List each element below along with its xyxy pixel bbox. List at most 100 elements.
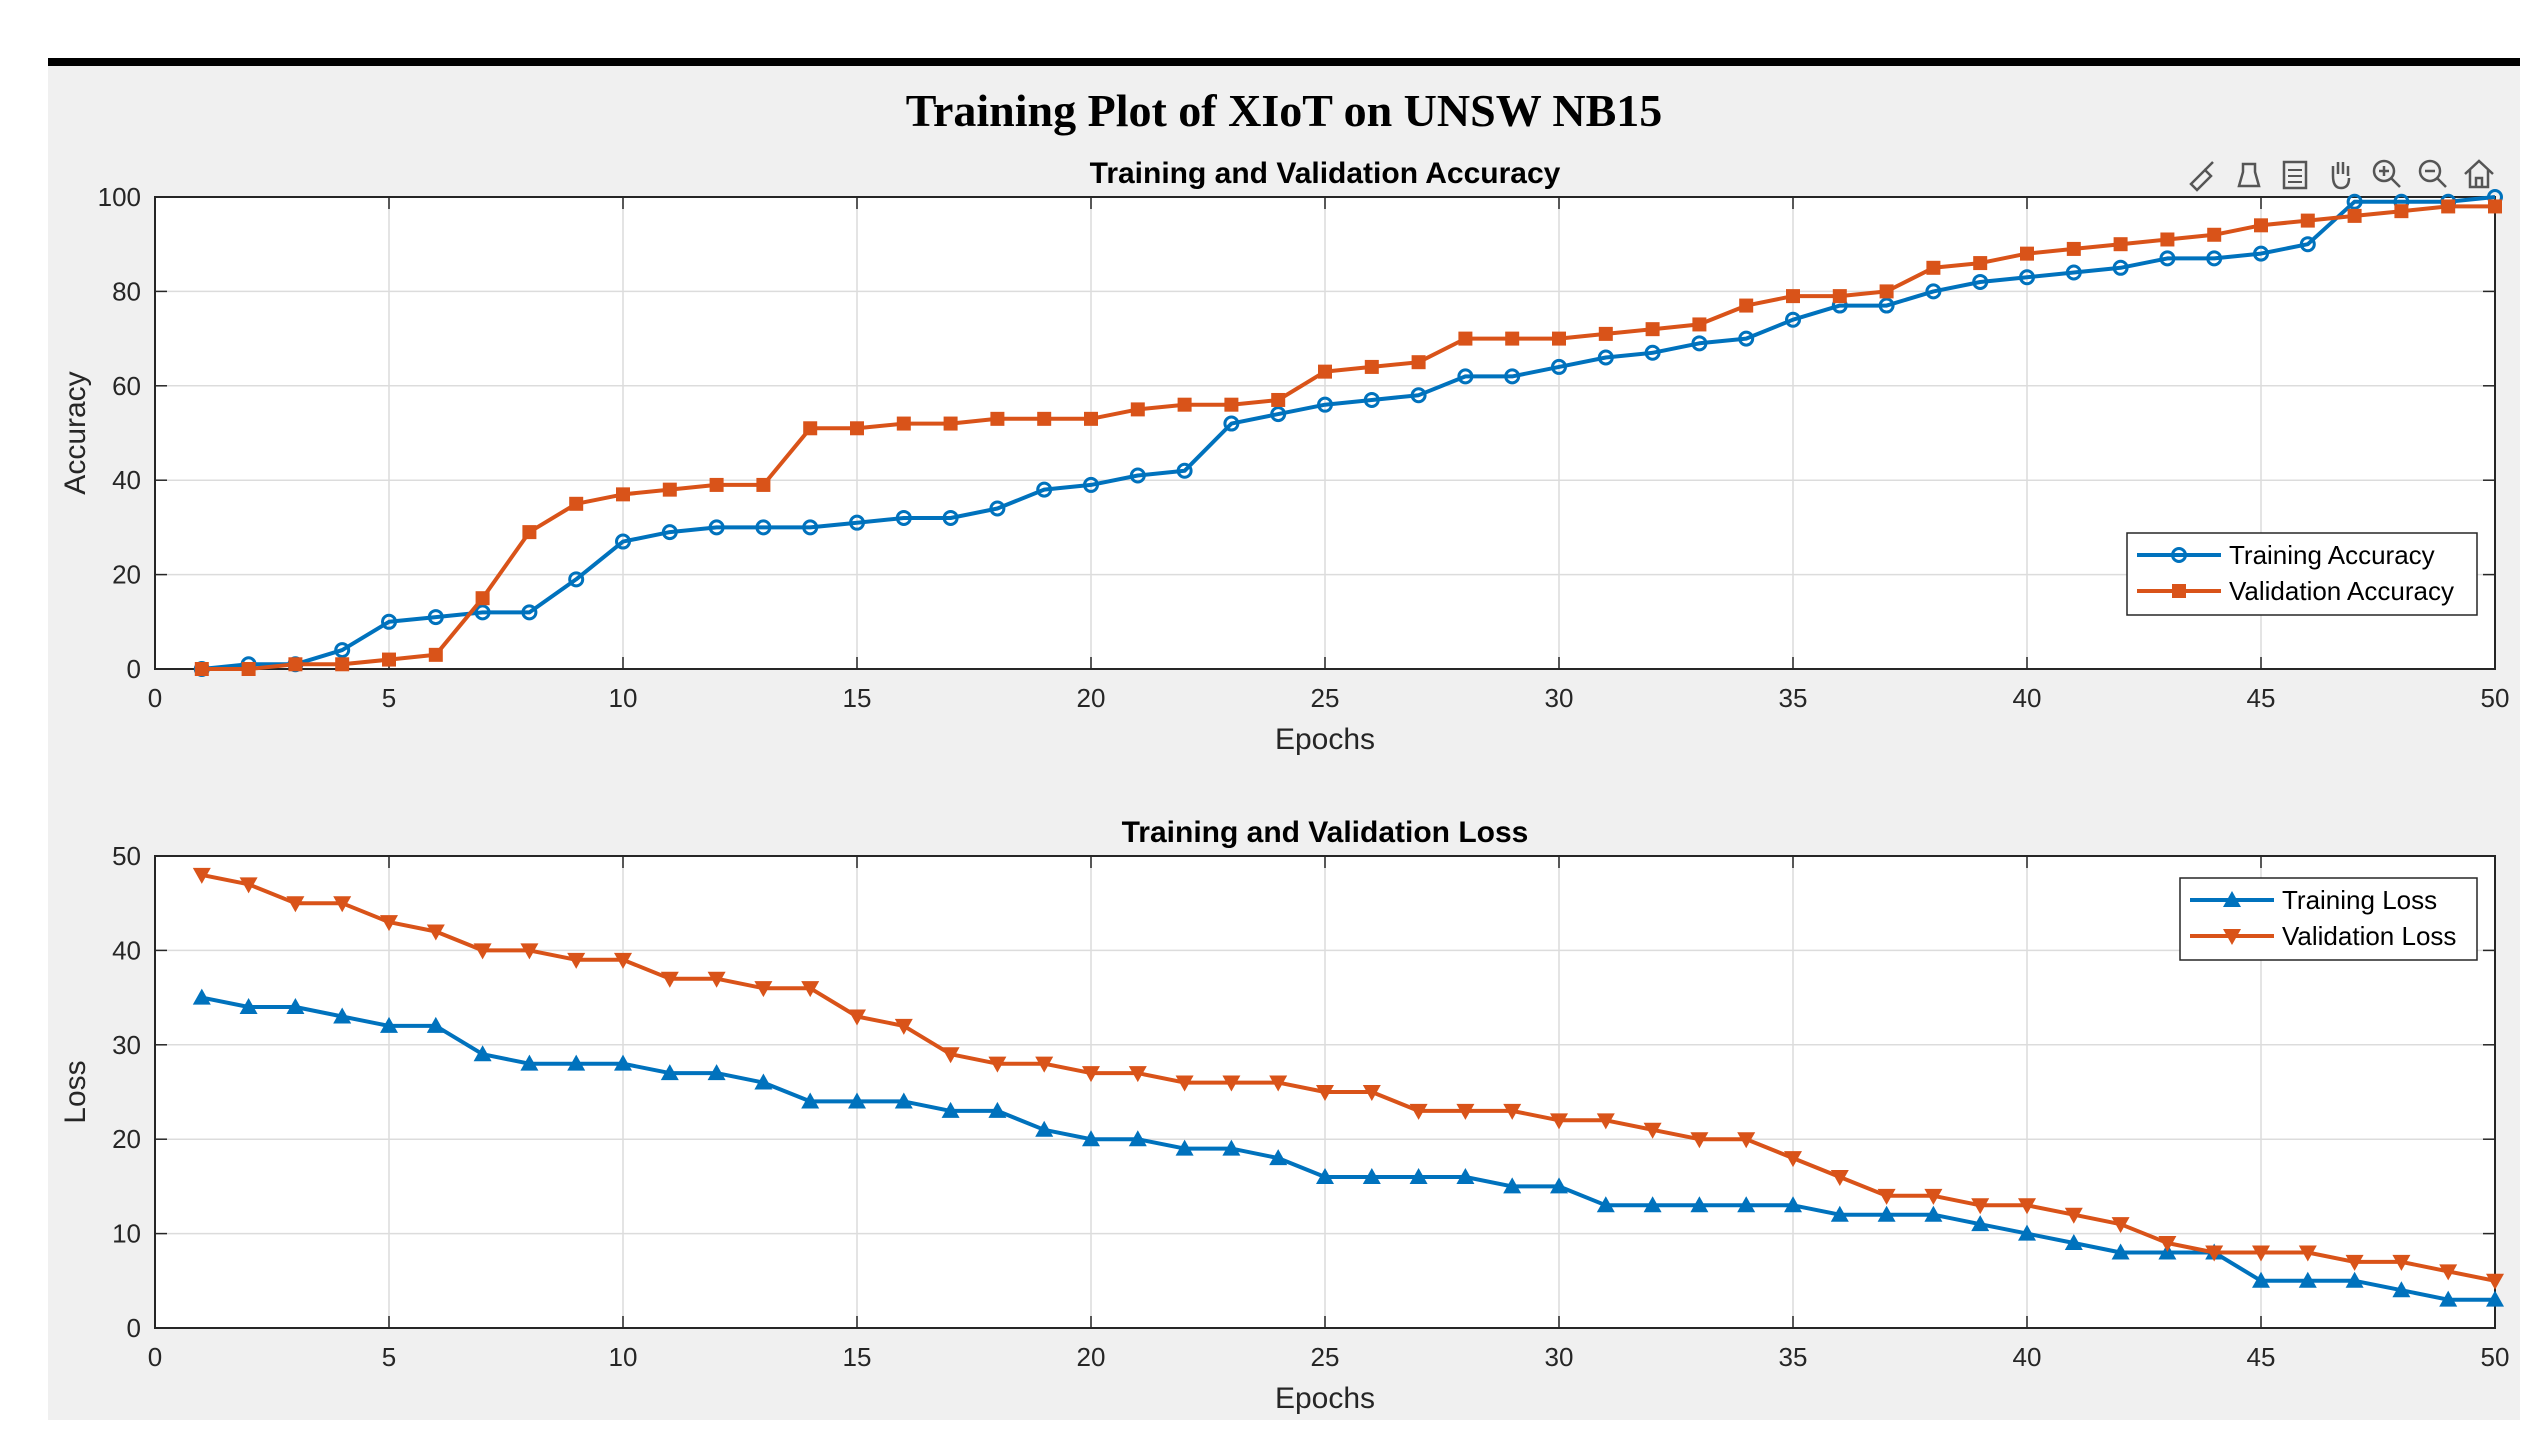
x-tick-label: 5 (382, 683, 396, 713)
data-point (2298, 1245, 2317, 1262)
legend-marker (2223, 891, 2241, 907)
data-point (1130, 402, 1145, 417)
pan-icon[interactable] (2321, 154, 2361, 194)
legend-label: Validation Loss (2282, 921, 2456, 951)
data-point (1692, 317, 1707, 332)
data-point (2439, 1264, 2458, 1281)
legend-marker (2172, 584, 2186, 598)
data-point (2018, 1224, 2036, 1241)
data-point (1596, 1113, 1615, 1130)
data-point (1878, 297, 1895, 314)
data-point (1596, 1196, 1615, 1213)
axes-box (154, 855, 2496, 1329)
data-tips-icon[interactable] (2229, 154, 2269, 194)
data-point (380, 915, 398, 932)
x-tick-label: 0 (148, 683, 162, 713)
data-point (2486, 1290, 2504, 1307)
data-point (1082, 1066, 1100, 1083)
data-point (894, 1092, 913, 1109)
data-point (1269, 1149, 1288, 1166)
data-point (941, 1101, 960, 1118)
data-point (1738, 330, 1755, 347)
legend-label: Training Accuracy (2229, 540, 2435, 570)
data-point (1830, 1205, 1849, 1222)
data-point (1318, 364, 1332, 379)
y-tick-label: 80 (112, 276, 141, 306)
zoom-out-icon[interactable] (2413, 154, 2453, 194)
series-line (201, 872, 2496, 1283)
legend[interactable]: Training Accuracy Validation Accuracy (2126, 532, 2478, 616)
home-icon[interactable] (2459, 154, 2499, 194)
legend-icon[interactable] (2275, 154, 2315, 194)
data-point (1644, 344, 1661, 361)
data-point (942, 509, 959, 526)
legend[interactable]: Training Loss Validation Loss (2179, 877, 2478, 961)
data-point (1037, 411, 1052, 426)
axes-toolbar (2183, 154, 2499, 202)
data-point (239, 877, 258, 894)
data-point (2111, 1243, 2130, 1260)
data-point (473, 943, 492, 960)
data-point (2347, 208, 2362, 223)
data-point (2020, 246, 2034, 261)
data-point (1035, 1120, 1054, 1137)
data-point (1832, 289, 1847, 304)
data-point (849, 514, 865, 531)
data-point (803, 421, 818, 436)
data-point (2064, 1234, 2083, 1251)
x-tick-label: 0 (148, 1342, 162, 1372)
data-point (1690, 1196, 1709, 1213)
data-point (426, 1016, 445, 1033)
x-tick-label: 20 (1077, 1342, 1106, 1372)
data-point (941, 1047, 960, 1064)
x-tick-label: 5 (382, 1342, 396, 1372)
data-point (848, 1092, 866, 1109)
legend-label: Validation Accuracy (2229, 576, 2454, 606)
brush-icon[interactable] (2183, 154, 2223, 194)
data-point (1363, 391, 1380, 408)
data-point (1786, 289, 1800, 304)
data-point (2018, 1198, 2036, 1215)
data-point (2392, 1281, 2411, 1298)
x-tick-label: 25 (1311, 1342, 1340, 1372)
data-point (614, 952, 632, 969)
x-tick-label: 15 (843, 1342, 872, 1372)
data-point (1879, 284, 1894, 299)
data-point (288, 657, 303, 672)
data-point (616, 487, 630, 502)
data-point (1551, 358, 1567, 375)
data-point (1784, 1151, 1802, 1168)
data-point (335, 657, 350, 672)
series-line (201, 204, 2495, 671)
data-point (382, 652, 396, 667)
axes-box (154, 196, 2496, 670)
data-point (1691, 335, 1708, 352)
data-point (1409, 1167, 1428, 1184)
data-point (2300, 213, 2315, 228)
data-point (1083, 476, 1099, 493)
x-tick-label: 35 (1779, 683, 1808, 713)
data-point (2441, 199, 2456, 214)
data-point (615, 533, 631, 550)
data-point (2064, 1207, 2083, 1224)
data-point (1690, 1132, 1709, 1149)
data-point (990, 411, 1005, 426)
y-axis-label: Loss (59, 1060, 92, 1123)
legend-label: Training Loss (2282, 885, 2437, 915)
data-point (380, 1016, 398, 1033)
data-point (755, 519, 772, 536)
data-point (520, 943, 539, 960)
x-tick-label: 45 (2247, 683, 2276, 713)
data-point (707, 1064, 726, 1081)
data-point (428, 647, 443, 662)
data-point (1409, 1103, 1428, 1120)
data-point (707, 971, 726, 988)
data-point (568, 571, 585, 588)
data-point (1177, 397, 1192, 412)
data-point (989, 500, 1006, 517)
x-tick-label: 40 (2013, 1342, 2042, 1372)
zoom-in-icon[interactable] (2367, 154, 2407, 194)
data-point (1456, 1167, 1475, 1184)
data-point (2486, 1273, 2504, 1290)
data-point (1924, 1188, 1943, 1205)
